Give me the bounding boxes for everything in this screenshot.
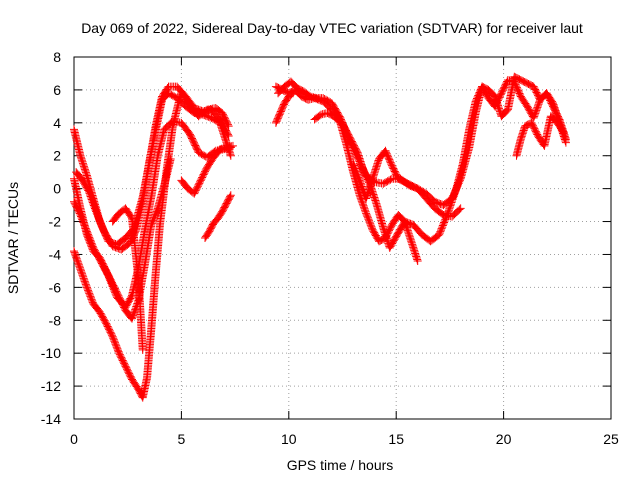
y-tick-labels: -14 -12 -10 -8 -6 -4 -2 0 2 4 6 8: [41, 49, 61, 427]
series-track-12: [311, 109, 422, 265]
y-tick-label: 6: [53, 82, 61, 98]
x-axis-label: GPS time / hours: [287, 457, 394, 473]
x-tick-label: 10: [281, 431, 297, 447]
series-track-8: [201, 191, 235, 242]
x-tick-label: 20: [496, 431, 512, 447]
series-track-6: [109, 204, 147, 354]
y-tick-label: -14: [41, 411, 61, 427]
series-track-9: [272, 76, 570, 252]
chart-title: Day 069 of 2022, Sidereal Day-to-day VTE…: [81, 20, 583, 36]
x-tick-label: 5: [178, 431, 186, 447]
x-tick-labels: 0 5 10 15 20 25: [70, 431, 619, 447]
y-tick-label: 0: [53, 181, 61, 197]
y-tick-label: -6: [49, 279, 62, 295]
y-tick-label: -4: [49, 246, 62, 262]
y-tick-label: 4: [53, 115, 61, 131]
x-tick-label: 0: [70, 431, 78, 447]
y-tick-label: -10: [41, 345, 61, 361]
sdtvar-chart: Day 069 of 2022, Sidereal Day-to-day VTE…: [0, 0, 640, 480]
y-tick-label: -12: [41, 378, 61, 394]
y-tick-label: 8: [53, 49, 61, 65]
data-points: [70, 73, 570, 402]
x-tick-label: 25: [603, 431, 619, 447]
y-tick-label: -8: [49, 312, 62, 328]
series-track-7: [177, 142, 237, 198]
y-tick-label: -2: [49, 214, 62, 230]
x-tick-label: 15: [388, 431, 404, 447]
y-axis-label: SDTVAR / TECUs: [5, 182, 21, 294]
y-tick-label: 2: [53, 148, 61, 164]
